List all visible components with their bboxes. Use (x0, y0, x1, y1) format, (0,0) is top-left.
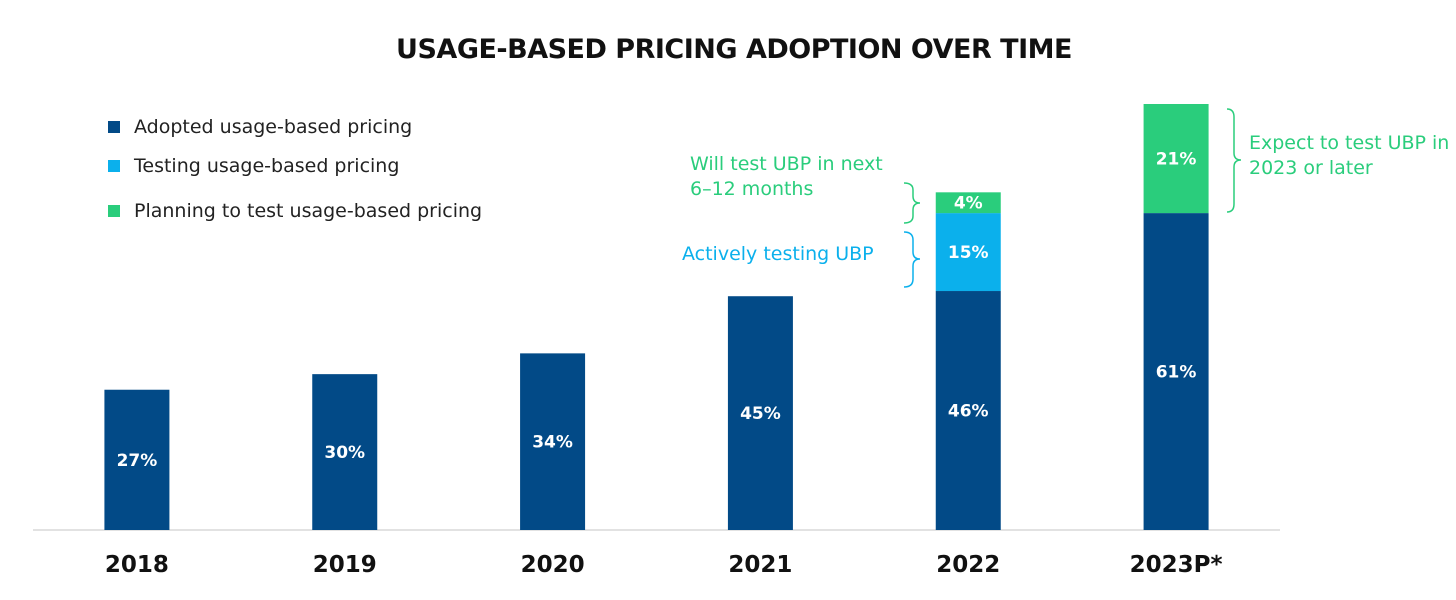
bracket-will-test (903, 182, 921, 224)
annotation-will-test-line1: Will test UBP in next (690, 153, 883, 175)
x-tick-label-2022: 2022 (936, 552, 1000, 578)
annotation-expect-line2: 2023 or later (1249, 157, 1373, 179)
x-tick-label-2019: 2019 (313, 552, 377, 578)
annotation-expect-line1: Expect to test UBP in (1249, 132, 1450, 154)
bar-planning-2022 (935, 192, 1001, 214)
bracket-actively-testing (903, 231, 921, 288)
x-tick-label-2018: 2018 (105, 552, 169, 578)
legend-item-testing: Testing usage-based pricing (108, 154, 399, 178)
x-tick-label-2021: 2021 (728, 552, 792, 578)
bar-adopted-2019 (312, 374, 378, 530)
data-label-planning-2023P: 21% (1156, 150, 1197, 170)
data-label-adopted-2018: 27% (117, 451, 158, 471)
bar-testing-2022 (935, 213, 1001, 292)
data-label-adopted-2023P: 61% (1156, 363, 1197, 383)
data-label-adopted-2020: 34% (532, 433, 573, 453)
x-tick-label-2023P: 2023P* (1130, 552, 1223, 578)
bar-adopted-2021 (727, 296, 793, 530)
annotation-will-test-line2: 6–12 months (690, 178, 814, 200)
legend-swatch-planning (108, 205, 120, 217)
bar-adopted-2022 (935, 291, 1001, 530)
annotation-actively-testing: Actively testing UBP (682, 243, 874, 265)
chart-title: USAGE-BASED PRICING ADOPTION OVER TIME (396, 34, 1072, 65)
annotation-will-test: Will test UBP in next 6–12 months (690, 152, 883, 202)
legend-label-testing: Testing usage-based pricing (134, 155, 400, 177)
legend-swatch-testing (108, 160, 120, 172)
legend-item-adopted: Adopted usage-based pricing (108, 115, 412, 139)
legend-label-adopted: Adopted usage-based pricing (134, 116, 413, 138)
annotation-expect-to-test: Expect to test UBP in 2023 or later (1249, 131, 1449, 181)
bracket-expect-to-test (1226, 108, 1242, 213)
x-tick-label-2020: 2020 (521, 552, 585, 578)
bar-adopted-2018 (104, 389, 170, 530)
data-label-adopted-2022: 46% (948, 402, 989, 422)
data-label-testing-2022: 15% (948, 243, 989, 263)
legend-label-planning: Planning to test usage-based pricing (134, 200, 483, 222)
data-label-adopted-2021: 45% (740, 404, 781, 424)
bar-adopted-2023P (1143, 213, 1209, 530)
x-tick-labels: 2018 2019 2020 2021 2022 2023P* (105, 552, 1223, 578)
legend-swatch-adopted (108, 121, 120, 133)
bar-adopted-2020 (520, 353, 586, 530)
bars-group: 27% 30% 34% 45% 46% 15% 4% 61% 21% (104, 104, 1209, 530)
legend-item-planning: Planning to test usage-based pricing (108, 199, 482, 223)
data-label-adopted-2019: 30% (324, 443, 365, 463)
data-label-planning-2022: 4% (954, 194, 983, 214)
bar-planning-2023P (1143, 104, 1209, 214)
